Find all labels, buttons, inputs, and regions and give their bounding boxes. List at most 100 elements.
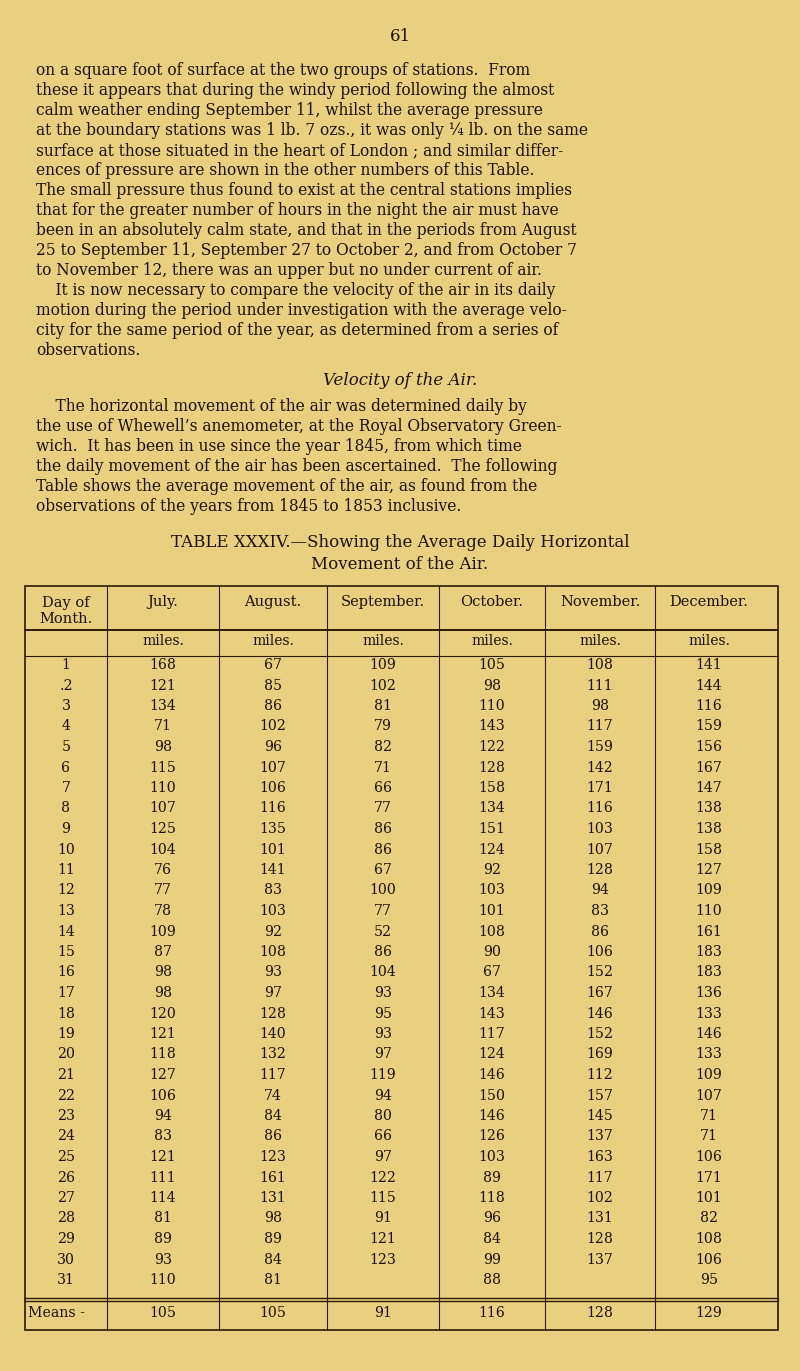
Text: 94: 94: [591, 883, 609, 898]
Text: 84: 84: [483, 1233, 501, 1246]
Text: 4: 4: [62, 720, 70, 733]
Text: 140: 140: [260, 1027, 286, 1041]
Text: 77: 77: [154, 883, 172, 898]
Text: 103: 103: [259, 903, 286, 919]
Text: to November 12, there was an upper but no under current of air.: to November 12, there was an upper but n…: [36, 262, 542, 280]
Text: 136: 136: [695, 986, 722, 999]
Text: 8: 8: [62, 802, 70, 816]
Text: these it appears that during the windy period following the almost: these it appears that during the windy p…: [36, 82, 554, 99]
Text: 128: 128: [259, 1006, 286, 1020]
Text: 150: 150: [478, 1089, 506, 1102]
Text: 30: 30: [57, 1253, 75, 1267]
Text: the daily movement of the air has been ascertained.  The following: the daily movement of the air has been a…: [36, 458, 558, 474]
Text: 115: 115: [150, 761, 177, 775]
Text: Velocity of the Air.: Velocity of the Air.: [323, 372, 477, 389]
Text: 128: 128: [478, 761, 506, 775]
Text: 122: 122: [478, 740, 506, 754]
Text: 15: 15: [57, 945, 75, 958]
Text: 98: 98: [154, 965, 172, 979]
Text: 93: 93: [154, 1253, 172, 1267]
Text: 100: 100: [370, 883, 397, 898]
Text: July.: July.: [147, 595, 178, 609]
Text: Month.: Month.: [39, 611, 93, 627]
Text: 106: 106: [150, 1089, 177, 1102]
Text: 97: 97: [264, 986, 282, 999]
Text: 101: 101: [260, 843, 286, 857]
Text: 105: 105: [478, 658, 506, 672]
Text: December.: December.: [670, 595, 749, 609]
Text: 94: 94: [154, 1109, 172, 1123]
Text: 77: 77: [374, 903, 392, 919]
Text: 81: 81: [154, 1212, 172, 1226]
Text: 90: 90: [483, 945, 501, 958]
Text: 151: 151: [478, 823, 506, 836]
Text: 82: 82: [374, 740, 392, 754]
Text: 111: 111: [586, 679, 614, 692]
Text: 107: 107: [695, 1089, 722, 1102]
Text: 116: 116: [586, 802, 614, 816]
Text: 86: 86: [374, 945, 392, 958]
Text: 137: 137: [586, 1130, 614, 1143]
Text: 96: 96: [264, 740, 282, 754]
Text: 84: 84: [264, 1253, 282, 1267]
Text: 81: 81: [374, 699, 392, 713]
Text: 92: 92: [483, 862, 501, 877]
Text: Day of: Day of: [42, 596, 90, 610]
Text: on a square foot of surface at the two groups of stations.  From: on a square foot of surface at the two g…: [36, 62, 530, 80]
Text: 101: 101: [696, 1191, 722, 1205]
Text: miles.: miles.: [252, 633, 294, 648]
Text: 156: 156: [695, 740, 722, 754]
Text: surface at those situated in the heart of London ; and similar differ-: surface at those situated in the heart o…: [36, 143, 563, 159]
Text: 29: 29: [57, 1233, 75, 1246]
Text: September.: September.: [341, 595, 425, 609]
Text: 105: 105: [259, 1307, 286, 1320]
Text: 91: 91: [374, 1212, 392, 1226]
Text: city for the same period of the year, as determined from a series of: city for the same period of the year, as…: [36, 322, 558, 339]
Text: 71: 71: [700, 1130, 718, 1143]
Text: 122: 122: [370, 1171, 397, 1185]
Text: 99: 99: [483, 1253, 501, 1267]
Text: 152: 152: [586, 965, 614, 979]
Text: 116: 116: [478, 1307, 506, 1320]
Text: 134: 134: [478, 802, 506, 816]
Text: 106: 106: [586, 945, 614, 958]
Text: that for the greater number of hours in the night the air must have: that for the greater number of hours in …: [36, 202, 558, 219]
Text: 67: 67: [483, 965, 501, 979]
Text: 128: 128: [586, 1307, 614, 1320]
Text: 110: 110: [478, 699, 506, 713]
Text: 116: 116: [260, 802, 286, 816]
Text: at the boundary stations was 1 lb. 7 ozs., it was only ¼ lb. on the same: at the boundary stations was 1 lb. 7 ozs…: [36, 122, 588, 138]
Text: 109: 109: [370, 658, 397, 672]
Text: 103: 103: [478, 883, 506, 898]
Text: 108: 108: [695, 1233, 722, 1246]
Text: 89: 89: [154, 1233, 172, 1246]
Text: 123: 123: [259, 1150, 286, 1164]
Text: 111: 111: [150, 1171, 176, 1185]
Text: 92: 92: [264, 924, 282, 939]
Bar: [25, 585, 778, 1330]
Text: 17: 17: [57, 986, 75, 999]
Text: 98: 98: [154, 986, 172, 999]
Text: 117: 117: [478, 1027, 506, 1041]
Text: 109: 109: [695, 1068, 722, 1082]
Text: 131: 131: [586, 1212, 614, 1226]
Text: 98: 98: [483, 679, 501, 692]
Text: 129: 129: [695, 1307, 722, 1320]
Text: 132: 132: [259, 1047, 286, 1061]
Text: 107: 107: [150, 802, 177, 816]
Text: calm weather ending September 11, whilst the average pressure: calm weather ending September 11, whilst…: [36, 101, 543, 119]
Text: 146: 146: [696, 1027, 722, 1041]
Text: 101: 101: [478, 903, 506, 919]
Text: 110: 110: [150, 781, 176, 795]
Text: The horizontal movement of the air was determined daily by: The horizontal movement of the air was d…: [36, 398, 527, 415]
Text: wich.  It has been in use since the year 1845, from which time: wich. It has been in use since the year …: [36, 437, 522, 455]
Text: 25 to September 11, September 27 to October 2, and from October 7: 25 to September 11, September 27 to Octo…: [36, 243, 577, 259]
Text: October.: October.: [461, 595, 523, 609]
Text: 85: 85: [264, 679, 282, 692]
Text: 52: 52: [374, 924, 392, 939]
Text: 106: 106: [259, 781, 286, 795]
Text: 61: 61: [390, 27, 410, 45]
Text: 133: 133: [695, 1006, 722, 1020]
Text: 134: 134: [150, 699, 176, 713]
Text: 93: 93: [264, 965, 282, 979]
